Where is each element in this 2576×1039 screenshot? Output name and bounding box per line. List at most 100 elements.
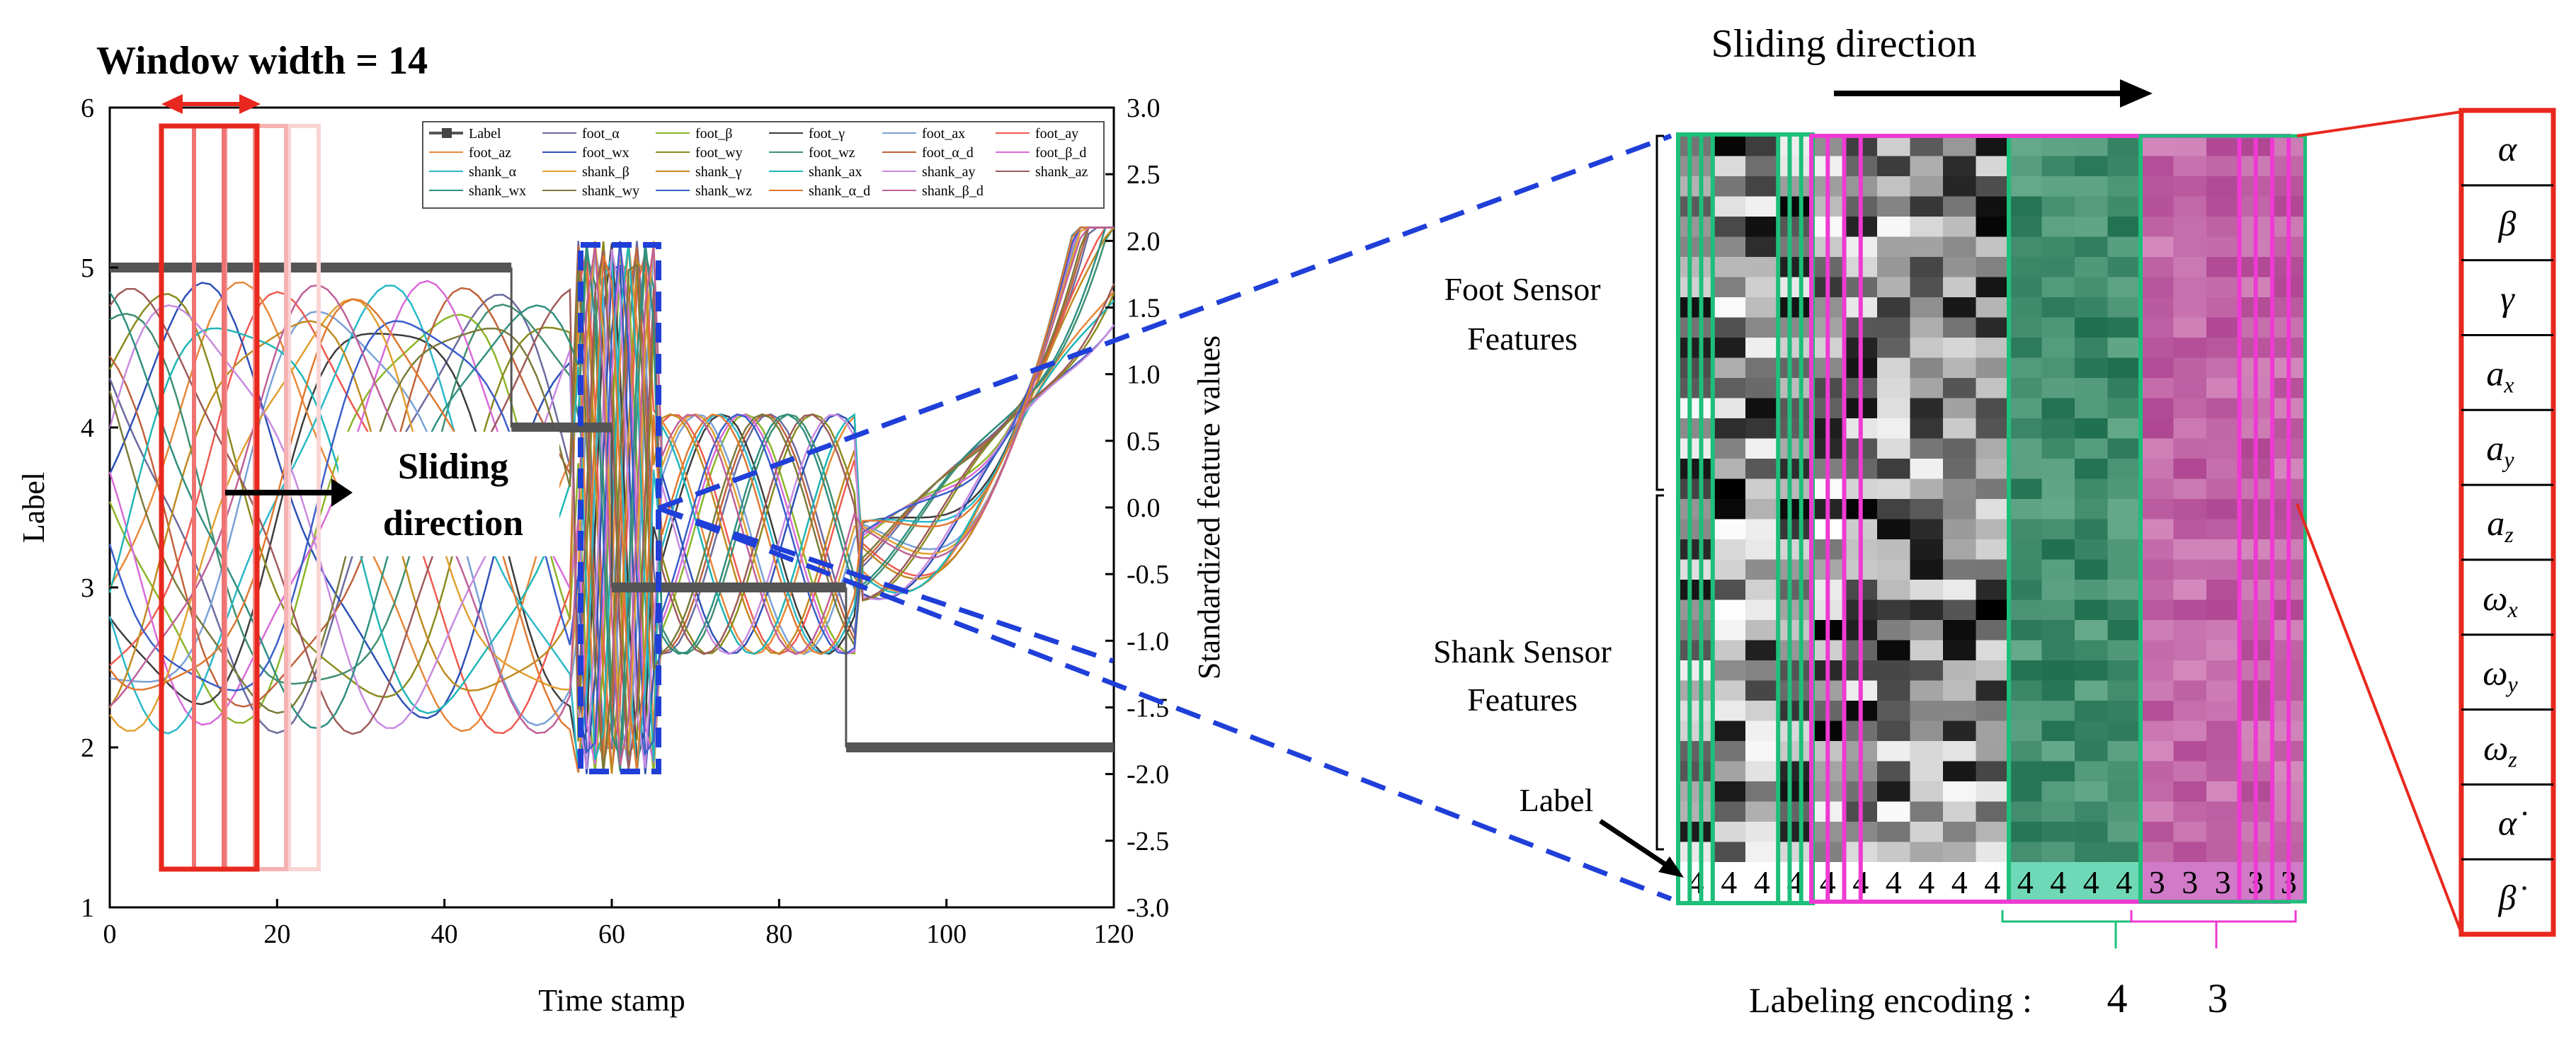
x-tick-label: 40 <box>431 919 458 949</box>
matrix-cell <box>2141 559 2174 580</box>
matrix-cell <box>1745 559 1779 580</box>
matrix-cell <box>2009 357 2042 379</box>
matrix-cell <box>2009 257 2042 277</box>
series-line-shank_γ <box>108 226 1115 774</box>
matrix-cell <box>1910 640 1944 661</box>
x-axis-label: Time stamp <box>538 983 685 1018</box>
matrix-cell <box>2009 217 2042 237</box>
matrix-cell <box>2173 559 2207 580</box>
matrix-cell <box>2075 378 2108 398</box>
matrix-cell <box>2107 378 2141 398</box>
matrix-cell <box>1680 660 1713 681</box>
symbol-row-10: β̇ <box>2498 878 2527 917</box>
matrix-cell <box>1778 801 1812 822</box>
matrix-cell <box>2173 801 2207 822</box>
matrix-cell <box>1877 236 1910 258</box>
matrix-cell <box>1976 398 2010 419</box>
matrix-cell <box>1910 217 1944 237</box>
matrix-cell <box>1910 599 1944 621</box>
matrix-cell <box>2206 196 2240 217</box>
matrix-cell <box>2041 842 2075 863</box>
symbol-row-7: ωy <box>2483 653 2518 697</box>
encoding-value-3: 3 <box>2208 975 2228 1021</box>
label-cell <box>2173 862 2207 902</box>
matrix-cell <box>2107 478 2141 500</box>
sliding-direction-title: Sliding direction <box>1711 22 1977 66</box>
matrix-cell <box>1680 418 1713 439</box>
matrix-cell <box>1712 196 1746 217</box>
matrix-cell <box>1680 822 1713 842</box>
matrix-cell <box>1712 822 1746 842</box>
matrix-cell <box>1712 801 1746 822</box>
matrix-cell <box>1877 459 1910 479</box>
matrix-cell <box>1943 519 1976 540</box>
matrix-cell <box>2041 761 2075 782</box>
legend-label: foot_wy <box>695 145 743 161</box>
y-tick-label: 5 <box>81 253 94 283</box>
matrix-cell <box>2173 357 2207 379</box>
matrix-cell <box>1778 701 1812 721</box>
matrix-cell <box>1910 277 1944 298</box>
matrix-cell <box>2075 418 2108 439</box>
foot-features-label-1: Foot Sensor <box>1444 271 1600 307</box>
encoding-value-4: 4 <box>2107 975 2128 1021</box>
matrix-cell <box>2009 478 2042 500</box>
legend-label: shank_wy <box>582 183 639 199</box>
y2-tick-label: -1.0 <box>1127 626 1169 656</box>
shank-features-label-2: Features <box>1467 682 1578 718</box>
matrix-cell <box>1976 559 2010 580</box>
matrix-cell <box>1976 842 2010 863</box>
symbol-row-9: α̇ <box>2498 803 2527 842</box>
window-width-arrow <box>161 94 261 114</box>
matrix-cell <box>1745 257 1779 277</box>
matrix-cell <box>2075 660 2108 681</box>
matrix-cell <box>2009 701 2042 721</box>
matrix-cell <box>2041 640 2075 661</box>
matrix-cell <box>1943 217 1976 237</box>
matrix-cell <box>1976 317 2010 338</box>
matrix-cell <box>1680 378 1713 398</box>
sliding-direction-line1: Sliding <box>398 447 508 487</box>
matrix-cell <box>1712 680 1746 701</box>
label-cell <box>1778 862 1812 902</box>
matrix-cell <box>2009 640 2042 661</box>
matrix-cell <box>2173 580 2207 600</box>
legend-label: shank_α_d <box>809 183 870 199</box>
matrix-cell <box>1943 499 1976 520</box>
matrix-cell <box>1680 620 1713 641</box>
matrix-cell <box>1976 297 2010 318</box>
matrix-cell <box>2206 297 2240 318</box>
matrix-cell <box>1877 438 1910 459</box>
matrix-cell <box>2206 176 2240 197</box>
matrix-cell <box>2206 620 2240 641</box>
foot-features-label-2: Features <box>1467 321 1578 357</box>
matrix-cell <box>2075 580 2108 600</box>
legend-label: foot_α <box>582 126 620 142</box>
matrix-cell <box>1910 741 1944 762</box>
matrix-cell <box>1943 176 1976 197</box>
matrix-cell <box>1976 640 2010 661</box>
matrix-cell <box>1877 721 1910 742</box>
matrix-cell <box>2141 257 2174 277</box>
matrix-cell <box>1877 701 1910 721</box>
matrix-cell <box>1745 459 1779 479</box>
matrix-cell <box>2141 660 2174 681</box>
matrix-cell <box>1877 519 1910 540</box>
matrix-cell <box>1943 701 1976 721</box>
matrix-cell <box>1680 761 1713 782</box>
x-tick-label: 20 <box>263 919 290 949</box>
matrix-cell <box>2075 257 2108 277</box>
matrix-cell <box>1877 398 1910 419</box>
matrix-cell <box>2107 559 2141 580</box>
matrix-cell <box>1976 176 2010 197</box>
label-callout-arrow <box>1599 819 1674 871</box>
matrix-cell <box>1877 378 1910 398</box>
matrix-cell <box>2041 196 2075 217</box>
label-cell <box>2041 862 2075 902</box>
matrix-cell <box>1943 660 1976 681</box>
matrix-cell <box>1712 721 1746 742</box>
matrix-cell <box>2206 357 2240 379</box>
matrix-cell <box>2107 459 2141 479</box>
symbol-row-5: az <box>2487 503 2514 547</box>
